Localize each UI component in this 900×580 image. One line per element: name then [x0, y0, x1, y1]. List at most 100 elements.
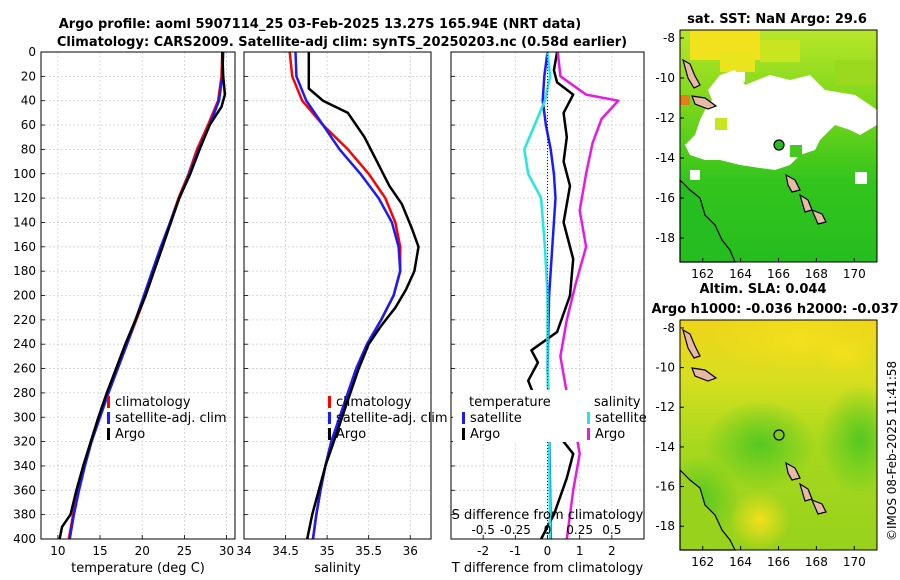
sst-axis-ticks: 162 164 166 168 170 -8 -10 -12 -14 -16 -18	[655, 31, 865, 281]
title-line1: Argo profile: aoml 5907114_25 03-Feb-202…	[59, 17, 581, 32]
salinity-panel: 34 34.5 35 35.5 36 salinity	[236, 51, 432, 576]
sla-high-blob-2	[815, 335, 875, 375]
salinity-legend: climatology satellite-adj. clim Argo	[328, 395, 448, 442]
map-y-tick-label: -12	[655, 111, 675, 125]
map-x-tick-label: 164	[729, 555, 752, 569]
legend-label-argo: Argo	[115, 427, 145, 442]
y-tick-label: 140	[13, 215, 36, 229]
series-group	[58, 51, 227, 540]
x-tick-label: 25	[177, 544, 192, 558]
y-tick-label: 340	[13, 459, 36, 473]
sst-hot-pixel	[680, 95, 690, 105]
s-diff-legend-swatch-sat	[587, 412, 590, 424]
sla-island-5	[810, 498, 827, 515]
map-y-tick-label: -12	[655, 400, 675, 414]
y-tick-label: 220	[13, 313, 36, 327]
temperature-panel: 0 20 40 60 80 100 120 140 160 180 200 220 240 260 280 3…	[13, 45, 236, 576]
map-x-tick-label: 170	[843, 267, 866, 281]
legend-swatch-clim	[107, 396, 110, 408]
x-tick-label: 36	[403, 544, 418, 558]
y-tick-label: 380	[13, 508, 36, 522]
sla-high-blob	[730, 490, 790, 550]
sst-missing-pixel-2	[690, 170, 700, 180]
map-y-tick-label: -14	[655, 151, 675, 165]
y-tick-label: 20	[21, 69, 36, 83]
s-legend-label-clim: climatology	[336, 395, 412, 410]
plot-frame	[40, 51, 236, 540]
x-tick-label: 30	[219, 544, 234, 558]
x-axis-label: T difference from climatology	[451, 561, 644, 576]
imos-watermark: ©IMOS 08-Feb-2025 11:41:58	[885, 361, 899, 541]
y-tick-label: 300	[13, 410, 36, 424]
s-diff-tick-label: 0.25	[566, 523, 593, 537]
difference-legend-bg	[453, 390, 643, 442]
sst-island-5	[810, 208, 827, 225]
y-tick-label: 200	[13, 289, 36, 303]
x-tick-label: 34	[236, 544, 251, 558]
sst-missing-pixel-3	[855, 172, 867, 184]
map-y-tick-label: -16	[655, 480, 675, 494]
s-diff-axis-label: S difference from climatology	[452, 508, 644, 523]
sst-cell-1	[790, 145, 802, 157]
map-y-tick-label: -16	[655, 191, 675, 205]
x-axis-label: temperature (deg C)	[71, 561, 205, 576]
s-legend-label-argo: Argo	[336, 427, 366, 442]
sla-argo-marker	[773, 429, 785, 441]
map-x-tick-label: 162	[691, 267, 714, 281]
map-y-tick-label: -10	[655, 361, 675, 375]
temperature-legend: climatology satellite-adj. clim Argo	[107, 395, 227, 442]
sst-missing-region	[685, 70, 877, 170]
plot-frame	[243, 51, 432, 540]
t-legend-label-sat: satellite	[470, 411, 522, 426]
sst-missing-pixel-1	[735, 72, 745, 82]
map-y-tick-label: -18	[655, 519, 675, 533]
y-tick-label: 320	[13, 435, 36, 449]
x-tick-label: 15	[92, 544, 107, 558]
s-diff-tick-label: -0.5	[471, 523, 494, 537]
s-legend-swatch-sat	[328, 412, 331, 424]
t-legend-swatch-argo	[462, 428, 465, 440]
map-y-tick-label: -18	[655, 231, 675, 245]
sst-island-1	[682, 58, 701, 89]
t-legend-label-argo: Argo	[470, 427, 500, 442]
sst-island-2	[691, 95, 718, 110]
t-legend-swatch-sat	[462, 412, 465, 424]
x-tick-label: 10	[50, 544, 65, 558]
y-tick-label: 80	[21, 142, 36, 156]
sst-land	[679, 58, 827, 263]
sla-island-2	[691, 367, 718, 382]
map-y-tick-label: -8	[663, 321, 675, 335]
series-line-argo	[58, 51, 227, 540]
y-tick-label: 60	[21, 118, 36, 132]
s-diff-tick-label: -0.25	[500, 523, 531, 537]
x-tick-label: 35.5	[355, 544, 382, 558]
x-axis-label: salinity	[314, 561, 361, 576]
series-line-t-argo	[526, 51, 575, 540]
y-tick-label: 120	[13, 191, 36, 205]
t-legend-title: temperature	[469, 395, 551, 410]
map-x-tick-label: 166	[767, 267, 790, 281]
sst-map: sat. SST: NaN Argo: 29.6	[655, 12, 878, 281]
map-y-tick-label: -8	[663, 31, 675, 45]
y-tick-label: 400	[13, 532, 36, 546]
map-x-tick-label: 166	[767, 555, 790, 569]
sla-map-title-1: Altim. SLA: 0.044	[700, 282, 827, 297]
difference-panel: -2 -1 0 1 2 T difference from climatology S di…	[450, 51, 645, 576]
y-tick-label: 260	[13, 362, 36, 376]
s-diff-legend-label-argo: Argo	[595, 427, 625, 442]
y-tick-label: 180	[13, 264, 36, 278]
s-legend-label-sat: satellite-adj. clim	[336, 411, 448, 426]
sst-warm-patch-2	[720, 52, 755, 72]
s-diff-legend-title: salinity	[594, 395, 641, 410]
s-diff-tick-label: 0.5	[602, 523, 621, 537]
sla-island-4	[798, 482, 813, 502]
legend-label-sat: satellite-adj. clim	[115, 411, 227, 426]
y-tick-label: 0	[28, 45, 36, 59]
y-tick-label: 100	[13, 167, 36, 181]
map-x-tick-label: 164	[729, 267, 752, 281]
sla-map-title-2: Argo h1000: -0.036 h2000: -0.037	[651, 302, 898, 317]
legend-label-clim: climatology	[115, 395, 191, 410]
map-y-tick-label: -10	[655, 71, 675, 85]
sst-argo-marker	[773, 139, 785, 151]
